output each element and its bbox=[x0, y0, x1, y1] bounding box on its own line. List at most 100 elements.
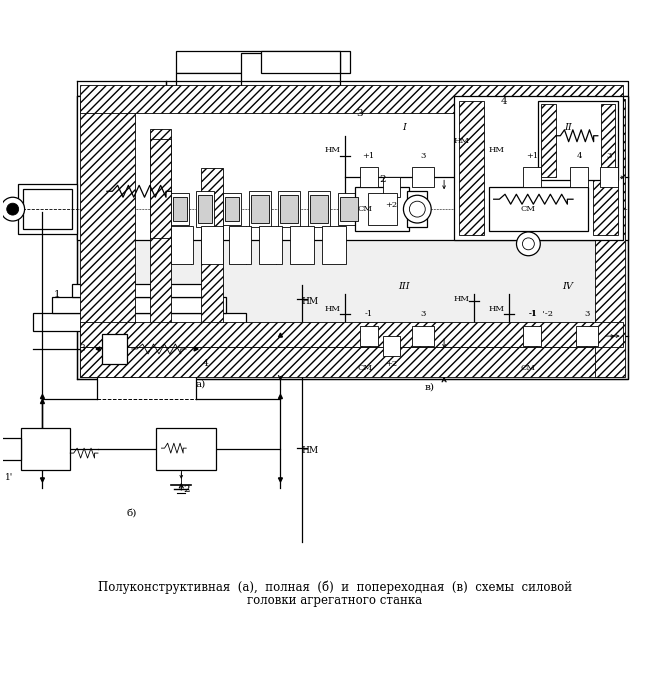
Text: +2: +2 bbox=[385, 360, 398, 368]
Text: 3: 3 bbox=[421, 152, 426, 160]
Polygon shape bbox=[96, 347, 100, 351]
Bar bbox=[171, 226, 193, 264]
Text: НМ: НМ bbox=[454, 296, 470, 303]
Text: НМ: НМ bbox=[325, 305, 341, 313]
Bar bbox=[198, 195, 212, 223]
Bar bbox=[595, 99, 625, 377]
Text: а): а) bbox=[196, 379, 206, 388]
Bar bbox=[176, 73, 305, 95]
Polygon shape bbox=[40, 478, 44, 482]
Bar bbox=[52, 298, 226, 313]
Circle shape bbox=[517, 232, 540, 256]
Bar bbox=[72, 283, 206, 298]
Bar bbox=[201, 169, 223, 347]
Bar bbox=[77, 96, 627, 240]
Text: 1': 1' bbox=[5, 473, 13, 482]
Bar bbox=[176, 52, 350, 73]
Bar bbox=[278, 192, 301, 227]
Bar bbox=[156, 429, 216, 470]
Text: 4: 4 bbox=[576, 152, 582, 160]
Bar bbox=[102, 334, 127, 364]
Text: 3: 3 bbox=[356, 110, 363, 119]
Polygon shape bbox=[278, 333, 282, 337]
Bar bbox=[570, 167, 588, 187]
Text: НМ: НМ bbox=[488, 146, 505, 154]
Bar bbox=[80, 347, 623, 377]
Text: головки агрегатного станка: головки агрегатного станка bbox=[248, 595, 423, 608]
Bar bbox=[260, 52, 340, 73]
Text: 2: 2 bbox=[379, 175, 386, 184]
Text: СМ: СМ bbox=[357, 205, 372, 213]
Circle shape bbox=[7, 203, 19, 215]
Bar bbox=[413, 326, 434, 346]
Bar bbox=[360, 326, 378, 346]
Bar bbox=[382, 336, 401, 356]
Bar bbox=[229, 226, 251, 264]
Polygon shape bbox=[40, 395, 44, 398]
Text: -1  '-2: -1 '-2 bbox=[529, 310, 554, 318]
Text: +1: +1 bbox=[526, 152, 539, 160]
Bar bbox=[150, 138, 171, 238]
Text: НМ: НМ bbox=[302, 297, 319, 306]
Circle shape bbox=[409, 201, 425, 217]
Bar bbox=[488, 187, 588, 231]
Bar bbox=[355, 187, 409, 231]
Text: 3: 3 bbox=[584, 310, 590, 318]
Bar bbox=[459, 101, 484, 235]
Bar bbox=[80, 322, 623, 347]
Text: 2: 2 bbox=[183, 485, 190, 494]
Text: СМ: СМ bbox=[521, 364, 536, 372]
Bar bbox=[80, 85, 623, 113]
Polygon shape bbox=[194, 347, 198, 351]
Text: Полуконструктивная  (а),  полная  (б)  и  попереходная  (в)  схемы  силовой: Полуконструктивная (а), полная (б) и поп… bbox=[98, 580, 572, 594]
Bar bbox=[196, 192, 214, 227]
Bar bbox=[32, 313, 246, 331]
Bar bbox=[413, 167, 434, 187]
Text: 1: 1 bbox=[54, 290, 60, 299]
Bar bbox=[576, 326, 598, 346]
Bar bbox=[251, 195, 268, 223]
Text: 3: 3 bbox=[79, 344, 85, 353]
Text: б): б) bbox=[127, 508, 137, 517]
Bar bbox=[340, 197, 358, 221]
Text: II: II bbox=[564, 123, 572, 132]
Text: I: I bbox=[403, 123, 407, 132]
Bar bbox=[241, 54, 340, 95]
Bar bbox=[310, 195, 328, 223]
Bar bbox=[538, 101, 617, 181]
Bar bbox=[173, 197, 187, 221]
Bar bbox=[360, 167, 378, 187]
Text: III: III bbox=[399, 282, 410, 291]
Text: IV: IV bbox=[562, 282, 574, 291]
Bar bbox=[523, 167, 541, 187]
Bar bbox=[368, 193, 397, 225]
Bar bbox=[97, 334, 196, 398]
Text: 4: 4 bbox=[501, 96, 507, 105]
Bar bbox=[23, 189, 72, 229]
Bar bbox=[80, 99, 135, 377]
Text: СМ: СМ bbox=[357, 364, 372, 372]
Bar bbox=[600, 167, 617, 187]
Bar bbox=[17, 185, 77, 234]
Text: СМ: СМ bbox=[521, 205, 536, 213]
Polygon shape bbox=[278, 395, 282, 398]
Text: НМ: НМ bbox=[302, 446, 319, 455]
Bar bbox=[280, 195, 299, 223]
Bar bbox=[171, 193, 189, 225]
Circle shape bbox=[1, 197, 25, 221]
Text: в): в) bbox=[424, 382, 434, 391]
Bar bbox=[249, 192, 270, 227]
Bar bbox=[0, 438, 21, 460]
Polygon shape bbox=[278, 478, 282, 482]
Text: НМ: НМ bbox=[325, 146, 341, 154]
Text: 4: 4 bbox=[203, 360, 209, 369]
Text: НМ: НМ bbox=[454, 136, 470, 145]
Bar bbox=[338, 193, 360, 225]
Bar bbox=[523, 326, 541, 346]
Bar bbox=[407, 192, 427, 227]
Bar bbox=[601, 104, 615, 177]
Text: -1: -1 bbox=[528, 310, 537, 318]
Bar bbox=[382, 177, 401, 197]
Circle shape bbox=[403, 195, 431, 223]
Text: -1: -1 bbox=[364, 310, 373, 318]
